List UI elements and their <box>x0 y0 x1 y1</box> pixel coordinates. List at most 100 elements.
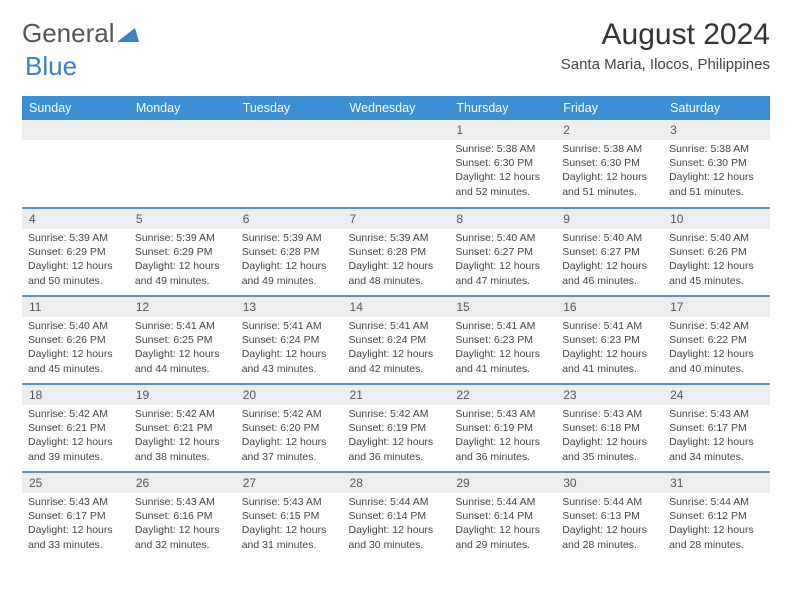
day-number: 9 <box>556 209 663 229</box>
calendar-day-cell: 24Sunrise: 5:43 AMSunset: 6:17 PMDayligh… <box>663 384 770 472</box>
day-number: 31 <box>663 473 770 493</box>
day-number: 29 <box>449 473 556 493</box>
calendar-week-row: 18Sunrise: 5:42 AMSunset: 6:21 PMDayligh… <box>22 384 770 472</box>
calendar-day-cell: 26Sunrise: 5:43 AMSunset: 6:16 PMDayligh… <box>129 472 236 560</box>
calendar-body: ....1Sunrise: 5:38 AMSunset: 6:30 PMDayl… <box>22 120 770 560</box>
day-number: 21 <box>343 385 450 405</box>
day-number: 22 <box>449 385 556 405</box>
day-number: 5 <box>129 209 236 229</box>
day-details: Sunrise: 5:42 AMSunset: 6:20 PMDaylight:… <box>236 405 343 468</box>
calendar-day-cell: 9Sunrise: 5:40 AMSunset: 6:27 PMDaylight… <box>556 208 663 296</box>
calendar-day-cell: . <box>236 120 343 208</box>
weekday-header: Saturday <box>663 96 770 120</box>
day-number: 18 <box>22 385 129 405</box>
day-details: Sunrise: 5:41 AMSunset: 6:25 PMDaylight:… <box>129 317 236 380</box>
day-number: 27 <box>236 473 343 493</box>
calendar-header-row: SundayMondayTuesdayWednesdayThursdayFrid… <box>22 96 770 120</box>
day-details: Sunrise: 5:41 AMSunset: 6:23 PMDaylight:… <box>449 317 556 380</box>
day-details: Sunrise: 5:41 AMSunset: 6:24 PMDaylight:… <box>343 317 450 380</box>
logo-text-2: Blue <box>25 51 77 81</box>
location-subtitle: Santa Maria, Ilocos, Philippines <box>561 56 770 73</box>
day-number: 25 <box>22 473 129 493</box>
day-details: Sunrise: 5:42 AMSunset: 6:21 PMDaylight:… <box>22 405 129 468</box>
calendar-day-cell: 28Sunrise: 5:44 AMSunset: 6:14 PMDayligh… <box>343 472 450 560</box>
calendar-day-cell: 25Sunrise: 5:43 AMSunset: 6:17 PMDayligh… <box>22 472 129 560</box>
day-number: 20 <box>236 385 343 405</box>
day-details: Sunrise: 5:40 AMSunset: 6:27 PMDaylight:… <box>449 229 556 292</box>
weekday-header: Wednesday <box>343 96 450 120</box>
day-details: Sunrise: 5:39 AMSunset: 6:29 PMDaylight:… <box>129 229 236 292</box>
calendar-day-cell: 20Sunrise: 5:42 AMSunset: 6:20 PMDayligh… <box>236 384 343 472</box>
day-number: 7 <box>343 209 450 229</box>
calendar-day-cell: 4Sunrise: 5:39 AMSunset: 6:29 PMDaylight… <box>22 208 129 296</box>
day-number: 8 <box>449 209 556 229</box>
calendar-day-cell: 3Sunrise: 5:38 AMSunset: 6:30 PMDaylight… <box>663 120 770 208</box>
calendar-day-cell: 7Sunrise: 5:39 AMSunset: 6:28 PMDaylight… <box>343 208 450 296</box>
calendar-day-cell: 16Sunrise: 5:41 AMSunset: 6:23 PMDayligh… <box>556 296 663 384</box>
calendar-day-cell: 31Sunrise: 5:44 AMSunset: 6:12 PMDayligh… <box>663 472 770 560</box>
calendar-day-cell: 27Sunrise: 5:43 AMSunset: 6:15 PMDayligh… <box>236 472 343 560</box>
day-details: Sunrise: 5:40 AMSunset: 6:26 PMDaylight:… <box>22 317 129 380</box>
day-details: Sunrise: 5:41 AMSunset: 6:24 PMDaylight:… <box>236 317 343 380</box>
calendar-day-cell: 14Sunrise: 5:41 AMSunset: 6:24 PMDayligh… <box>343 296 450 384</box>
day-details: Sunrise: 5:42 AMSunset: 6:19 PMDaylight:… <box>343 405 450 468</box>
calendar-day-cell: 21Sunrise: 5:42 AMSunset: 6:19 PMDayligh… <box>343 384 450 472</box>
day-details: Sunrise: 5:43 AMSunset: 6:17 PMDaylight:… <box>663 405 770 468</box>
day-number: 2 <box>556 120 663 140</box>
day-details: Sunrise: 5:38 AMSunset: 6:30 PMDaylight:… <box>449 140 556 203</box>
logo-text-1: General <box>22 18 115 49</box>
calendar-day-cell: 15Sunrise: 5:41 AMSunset: 6:23 PMDayligh… <box>449 296 556 384</box>
day-details: Sunrise: 5:43 AMSunset: 6:16 PMDaylight:… <box>129 493 236 556</box>
calendar-week-row: 11Sunrise: 5:40 AMSunset: 6:26 PMDayligh… <box>22 296 770 384</box>
calendar-day-cell: 23Sunrise: 5:43 AMSunset: 6:18 PMDayligh… <box>556 384 663 472</box>
day-details: Sunrise: 5:43 AMSunset: 6:18 PMDaylight:… <box>556 405 663 468</box>
day-details: Sunrise: 5:43 AMSunset: 6:19 PMDaylight:… <box>449 405 556 468</box>
page-title: August 2024 <box>561 18 770 52</box>
day-number: 14 <box>343 297 450 317</box>
calendar-day-cell: 11Sunrise: 5:40 AMSunset: 6:26 PMDayligh… <box>22 296 129 384</box>
day-number: 26 <box>129 473 236 493</box>
day-details: Sunrise: 5:44 AMSunset: 6:14 PMDaylight:… <box>449 493 556 556</box>
calendar-day-cell: 6Sunrise: 5:39 AMSunset: 6:28 PMDaylight… <box>236 208 343 296</box>
calendar-day-cell: 1Sunrise: 5:38 AMSunset: 6:30 PMDaylight… <box>449 120 556 208</box>
day-number: 16 <box>556 297 663 317</box>
day-number: 3 <box>663 120 770 140</box>
day-details: Sunrise: 5:40 AMSunset: 6:26 PMDaylight:… <box>663 229 770 292</box>
logo-triangle-icon <box>117 18 139 49</box>
calendar-day-cell: 22Sunrise: 5:43 AMSunset: 6:19 PMDayligh… <box>449 384 556 472</box>
calendar-day-cell: 30Sunrise: 5:44 AMSunset: 6:13 PMDayligh… <box>556 472 663 560</box>
day-details: Sunrise: 5:39 AMSunset: 6:28 PMDaylight:… <box>236 229 343 292</box>
day-number: 15 <box>449 297 556 317</box>
day-number: 19 <box>129 385 236 405</box>
day-number: 17 <box>663 297 770 317</box>
weekday-header: Tuesday <box>236 96 343 120</box>
day-details: Sunrise: 5:38 AMSunset: 6:30 PMDaylight:… <box>663 140 770 203</box>
calendar-day-cell: . <box>22 120 129 208</box>
weekday-header: Sunday <box>22 96 129 120</box>
weekday-header: Friday <box>556 96 663 120</box>
calendar-day-cell: 12Sunrise: 5:41 AMSunset: 6:25 PMDayligh… <box>129 296 236 384</box>
calendar-day-cell: 10Sunrise: 5:40 AMSunset: 6:26 PMDayligh… <box>663 208 770 296</box>
day-details: Sunrise: 5:39 AMSunset: 6:28 PMDaylight:… <box>343 229 450 292</box>
calendar-week-row: 4Sunrise: 5:39 AMSunset: 6:29 PMDaylight… <box>22 208 770 296</box>
day-details: Sunrise: 5:44 AMSunset: 6:13 PMDaylight:… <box>556 493 663 556</box>
calendar-day-cell: 19Sunrise: 5:42 AMSunset: 6:21 PMDayligh… <box>129 384 236 472</box>
day-number: 11 <box>22 297 129 317</box>
day-details: Sunrise: 5:43 AMSunset: 6:15 PMDaylight:… <box>236 493 343 556</box>
day-details: Sunrise: 5:43 AMSunset: 6:17 PMDaylight:… <box>22 493 129 556</box>
day-number: 6 <box>236 209 343 229</box>
day-number: 4 <box>22 209 129 229</box>
calendar-day-cell: 5Sunrise: 5:39 AMSunset: 6:29 PMDaylight… <box>129 208 236 296</box>
calendar-day-cell: . <box>343 120 450 208</box>
calendar-day-cell: . <box>129 120 236 208</box>
weekday-header: Monday <box>129 96 236 120</box>
calendar-day-cell: 8Sunrise: 5:40 AMSunset: 6:27 PMDaylight… <box>449 208 556 296</box>
calendar-table: SundayMondayTuesdayWednesdayThursdayFrid… <box>22 96 770 560</box>
day-number: 1 <box>449 120 556 140</box>
calendar-day-cell: 29Sunrise: 5:44 AMSunset: 6:14 PMDayligh… <box>449 472 556 560</box>
day-number: 10 <box>663 209 770 229</box>
day-number: 28 <box>343 473 450 493</box>
day-details: Sunrise: 5:44 AMSunset: 6:12 PMDaylight:… <box>663 493 770 556</box>
day-details: Sunrise: 5:42 AMSunset: 6:21 PMDaylight:… <box>129 405 236 468</box>
day-number: 24 <box>663 385 770 405</box>
